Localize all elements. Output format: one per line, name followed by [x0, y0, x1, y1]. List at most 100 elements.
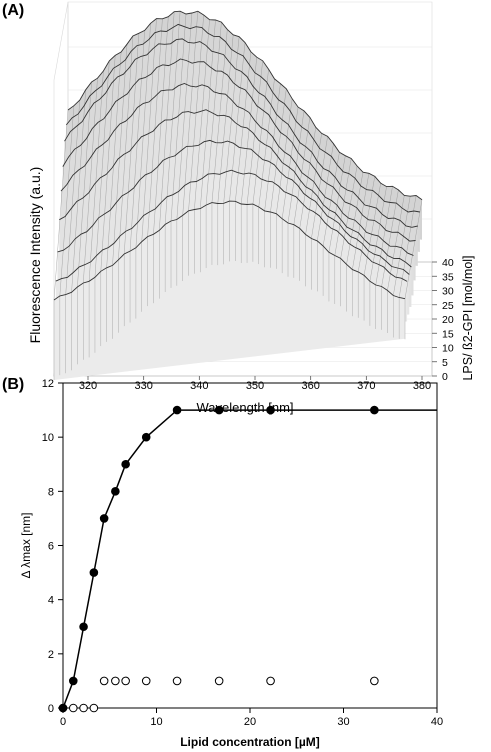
- data-point-filled: [68, 676, 78, 686]
- surface-mesh-line: [118, 36, 134, 260]
- surface-series-line: [53, 200, 406, 301]
- data-point-filled: [99, 514, 109, 523]
- surface-mesh-line: [287, 110, 305, 224]
- z-tick-label: 40: [442, 257, 454, 269]
- y-axis-label: Fluorescence Intensity (a.u.): [27, 167, 43, 344]
- z-tick-label: 35: [442, 271, 454, 283]
- surface-mesh-line: [229, 42, 246, 202]
- surface-mesh-line: [194, 19, 210, 210]
- surface-mesh-line: [106, 52, 122, 268]
- data-point-filled: [172, 405, 182, 415]
- series-filled-line: [62, 409, 437, 709]
- plot-frame: [62, 382, 438, 709]
- data-point-open: [370, 676, 379, 686]
- y-tick-label: 6: [48, 541, 54, 553]
- surface-series-line: [65, 23, 420, 213]
- surface-series-line: [55, 169, 408, 282]
- surface-mesh-line: [159, 11, 175, 231]
- data-point-open: [141, 676, 151, 686]
- surface-mesh-line: [264, 83, 281, 211]
- surface-mesh-line: [147, 18, 163, 237]
- surface-mesh-line: [317, 143, 334, 241]
- surface-mesh-line: [241, 57, 257, 205]
- surface-mesh-line: [112, 44, 128, 266]
- surface-mesh-line: [322, 152, 340, 247]
- data-point-filled: [141, 432, 151, 442]
- z-tick-label: 30: [442, 286, 454, 298]
- panel-a-label: (A): [2, 2, 25, 19]
- surface-mesh-line: [53, 109, 69, 301]
- surface-series-line: [60, 83, 414, 256]
- data-point-filled: [214, 405, 224, 415]
- data-point-filled: [370, 405, 379, 415]
- surface-mesh-line: [258, 78, 275, 208]
- surface-mesh-line: [381, 189, 399, 287]
- y-tick-label: 0: [48, 703, 54, 715]
- data-point-open: [89, 703, 99, 713]
- surface-mesh-line: [299, 127, 316, 229]
- y-tick-label: 4: [48, 595, 54, 607]
- z-tick-label: 15: [442, 328, 454, 340]
- panel-b-label: (B): [2, 376, 25, 393]
- y-tick-label: 2: [48, 649, 54, 661]
- data-point-open: [79, 703, 88, 713]
- y-tick-label: 10: [42, 432, 54, 444]
- surface-mesh-line: [182, 11, 198, 216]
- z-tick-label: 0: [442, 371, 448, 383]
- z-tick-label: 5: [442, 357, 448, 369]
- surface-series-line: [64, 38, 418, 228]
- surface-mesh-line: [94, 60, 110, 278]
- surface-mesh-line: [170, 14, 187, 222]
- x-tick-label: 20: [244, 716, 256, 728]
- surface-mesh-line: [363, 183, 381, 276]
- data-point-open: [121, 676, 130, 686]
- surface-mesh-line: [270, 88, 287, 213]
- surface-series-line: [59, 109, 412, 268]
- data-point-open: [172, 676, 182, 686]
- x-tick-label: 30: [337, 716, 349, 728]
- surface-mesh-line: [334, 158, 352, 256]
- y-tick-label: 8: [48, 486, 54, 498]
- data-point-filled: [89, 568, 99, 577]
- z-tick-label: 10: [442, 343, 454, 355]
- surface-mesh-line: [100, 55, 116, 272]
- surface-mesh-line: [393, 196, 411, 296]
- surface-mesh-line: [293, 117, 311, 225]
- x-axis-label: Lipid concentration [µM]: [180, 735, 320, 749]
- surface-mesh-line: [129, 30, 145, 252]
- surface-mesh-line: [398, 195, 417, 298]
- surface-mesh-line: [276, 98, 293, 214]
- z-tick-label: 25: [442, 300, 454, 312]
- y-tick-label: 12: [42, 378, 54, 390]
- surface-mesh-line: [59, 105, 75, 296]
- surface-mesh-line: [77, 82, 92, 287]
- z-tick-label: 20: [442, 314, 454, 326]
- data-point-open: [68, 703, 78, 713]
- y-axis-label: Δ λmax [nm]: [19, 512, 33, 578]
- data-point-open: [111, 676, 120, 686]
- surface-mesh-line: [176, 12, 193, 220]
- data-point-open: [266, 676, 275, 686]
- x-tick-label: 10: [150, 716, 162, 728]
- surface-mesh-line: [340, 165, 358, 259]
- surface-mesh-line: [223, 36, 240, 204]
- surface-mesh-line: [153, 16, 169, 235]
- data-point-filled: [111, 487, 120, 496]
- data-point-open: [214, 676, 224, 686]
- data-point-filled: [121, 459, 130, 469]
- surface-mesh-line: [281, 107, 299, 219]
- data-point-filled: [266, 405, 275, 415]
- data-point-open: [99, 676, 109, 686]
- x-tick-label: 0: [60, 716, 66, 728]
- data-point-filled: [59, 704, 67, 712]
- surface-mesh-line: [164, 11, 181, 225]
- surface-series-line: [57, 139, 410, 275]
- surface-mesh-line: [252, 69, 269, 205]
- surface-mesh-line: [71, 89, 86, 293]
- surface-mesh-line: [404, 199, 423, 299]
- surface-series-line: [67, 10, 423, 201]
- surface-series-line: [62, 58, 416, 242]
- data-point-filled: [79, 622, 88, 632]
- surface-mesh-line: [369, 186, 387, 282]
